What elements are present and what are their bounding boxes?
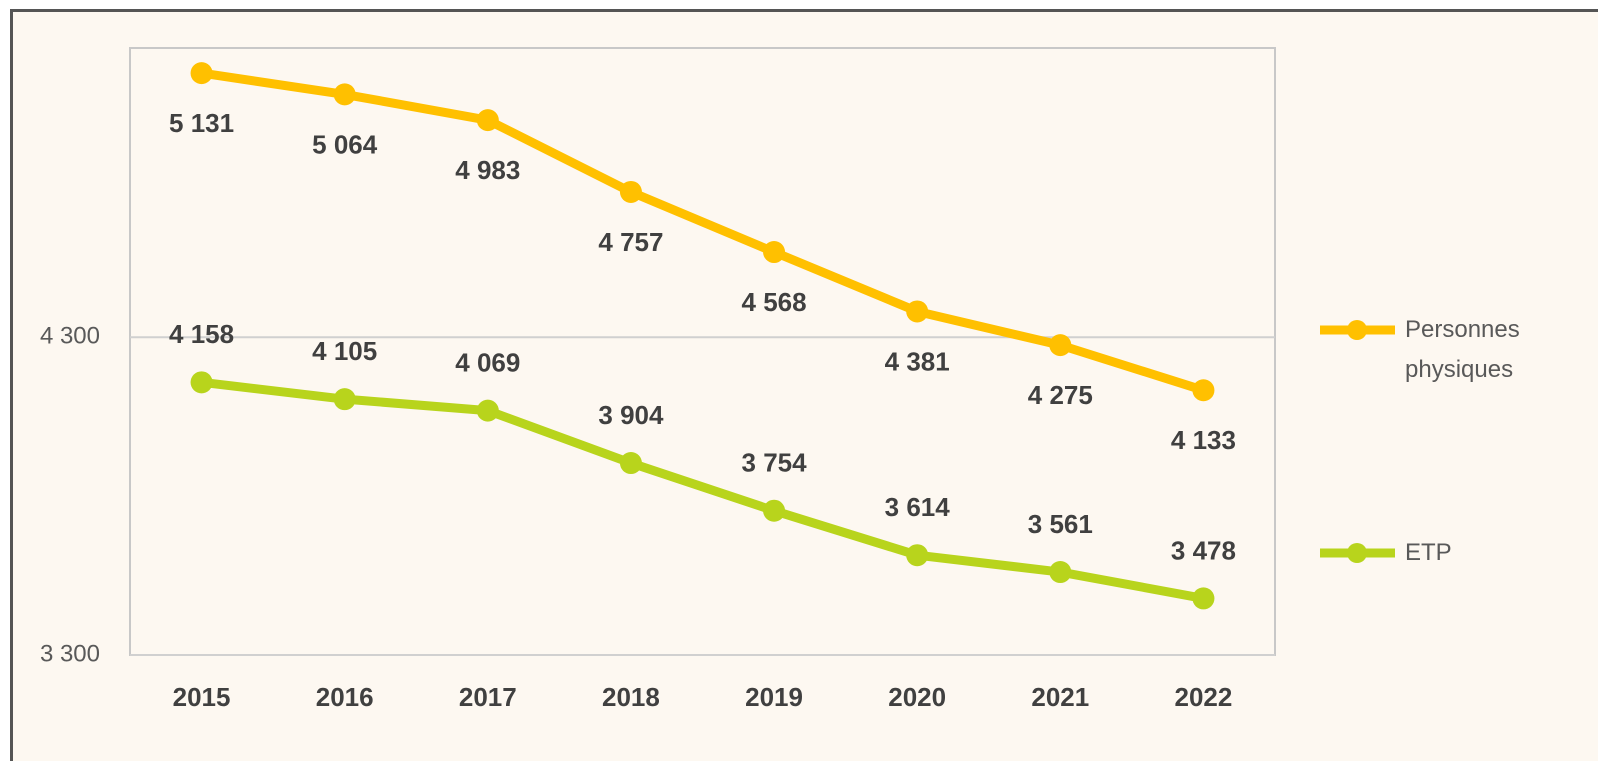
- data-point: [1049, 334, 1072, 357]
- data-point: [619, 452, 642, 475]
- chart-frame: [10, 9, 1598, 761]
- data-label: 4 983: [455, 155, 520, 185]
- data-label: 4 105: [312, 336, 377, 366]
- data-label: 3 754: [742, 448, 808, 478]
- x-tick-label: 2016: [316, 682, 374, 712]
- data-label: 5 064: [312, 129, 378, 159]
- x-tick-label: 2015: [173, 682, 231, 712]
- data-point: [763, 499, 786, 522]
- data-point: [1049, 561, 1072, 584]
- data-point: [763, 241, 786, 264]
- data-point: [476, 399, 499, 422]
- x-tick-label: 2020: [888, 682, 946, 712]
- x-tick-label: 2018: [602, 682, 660, 712]
- legend-marker: [1347, 543, 1367, 563]
- x-tick-label: 2017: [459, 682, 517, 712]
- data-label: 3 478: [1171, 535, 1236, 565]
- data-label: 4 381: [885, 346, 950, 376]
- data-label: 4 069: [455, 347, 520, 377]
- x-tick-label: 2022: [1175, 682, 1233, 712]
- data-label: 4 568: [742, 287, 807, 317]
- data-point: [619, 180, 642, 203]
- x-tick-label: 2021: [1031, 682, 1089, 712]
- data-label: 4 158: [169, 319, 234, 349]
- data-label: 3 614: [885, 492, 951, 522]
- data-point: [906, 300, 929, 323]
- data-label: 5 131: [169, 108, 234, 138]
- data-point: [476, 109, 499, 132]
- legend-label: Personnes physiques: [1405, 316, 1520, 383]
- data-label: 4 275: [1028, 380, 1093, 410]
- y-tick-label: 4 300: [40, 323, 100, 350]
- legend-marker: [1347, 320, 1367, 340]
- data-point: [1192, 379, 1215, 402]
- data-point: [190, 62, 213, 85]
- data-label: 3 561: [1028, 509, 1093, 539]
- data-point: [333, 83, 356, 106]
- data-label: 3 904: [598, 400, 664, 430]
- x-tick-label: 2019: [745, 682, 803, 712]
- series-line: [201, 377, 1205, 603]
- data-point: [333, 388, 356, 411]
- plot-area: [129, 47, 1276, 656]
- data-point: [190, 371, 213, 394]
- series-line: [200, 68, 1205, 395]
- data-point: [1192, 587, 1215, 610]
- y-tick-label: 3 300: [40, 640, 100, 667]
- legend-label: ETP: [1405, 539, 1452, 566]
- data-point: [906, 544, 929, 567]
- data-label: 4 757: [598, 227, 663, 257]
- data-label: 4 133: [1171, 425, 1236, 455]
